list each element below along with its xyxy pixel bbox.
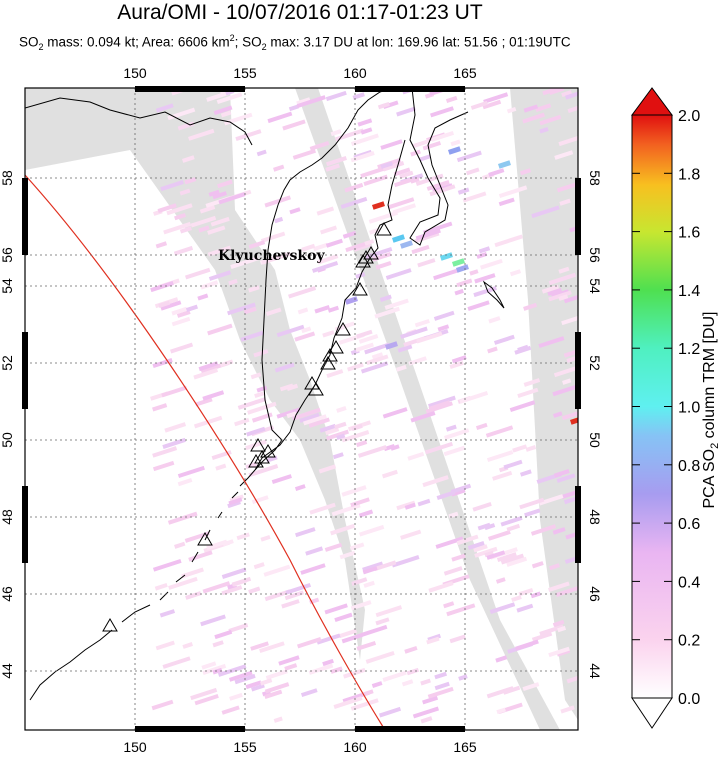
lon-ticks-top: 150 155 160 165 [123,65,477,81]
lat-tick-label: 56 [0,247,15,263]
volcano-triangle-icon [335,322,351,336]
colorbar: 2.0 1.8 1.6 1.4 1.2 1.0 0.8 0.6 0.4 0.2 0.0 PCA SO… [631,87,721,729]
lat-tick-label: 54 [587,278,603,294]
lat-tick-label: 44 [587,663,603,679]
colorbar-max-arrow [631,87,673,116]
no-data-swath-east [510,88,578,720]
lat-tick-label: 46 [587,586,603,602]
swath-edge-line [25,174,386,730]
volcano-label: Klyuchevskoy [218,248,325,264]
lon-tick-label: 160 [343,739,367,755]
bering-island [482,280,505,309]
lon-tick-label: 165 [453,739,477,755]
colorbar-tick-label: 0.6 [678,516,700,533]
colorbar-tick-label: 1.6 [678,225,700,242]
lat-tick-label: 50 [0,432,15,448]
volcano-triangle-icon [250,438,266,452]
lat-tick-label: 46 [0,586,15,602]
map-area: Klyuchevskoy [25,88,578,730]
volcano-markers [102,222,392,632]
volcano-triangle-icon [197,532,213,546]
map-subtitle: SO2 mass: 0.094 kt; Area: 6606 km2; SO2 … [19,33,571,53]
lat-ticks-left: 44 46 48 50 52 54 56 58 [0,170,15,679]
volcano-triangle-icon [352,282,368,296]
koryak-coastline [409,88,469,246]
lon-tick-label: 165 [453,65,477,81]
no-data-region-west [25,88,365,660]
volcano-triangle-icon [260,444,276,458]
lat-tick-label: 58 [587,170,603,186]
volcano-triangle-icon [320,356,336,370]
so2-retrievals [150,88,578,724]
volcano-triangle-icon [355,254,371,268]
volcano-triangle-icon [254,450,270,464]
colorbar-tick-label: 1.0 [678,400,700,417]
colorbar-tick-label: 0.8 [678,458,700,475]
colorbar-tick-label: 0.4 [678,574,700,591]
volcano-triangle-icon [102,618,118,632]
map-gridlines [25,88,578,730]
colorbar-min-arrow [631,697,673,729]
volcano-triangle-icon [328,340,344,354]
lon-tick-label: 155 [233,65,257,81]
lon-tick-label: 155 [233,739,257,755]
volcano-triangle-icon [308,382,324,396]
lat-tick-label: 52 [587,355,603,371]
lat-tick-label: 50 [587,432,603,448]
volcano-triangle-icon [376,222,392,236]
volcano-triangle-icon [358,250,374,264]
colorbar-tick-label: 0.2 [678,633,700,650]
colorbar-tick-label: 1.8 [678,166,700,183]
lat-tick-label: 58 [0,170,15,186]
lat-tick-label: 44 [0,663,15,679]
volcano-triangle-icon [248,454,264,468]
lon-ticks-bottom: 150 155 160 165 [123,739,477,755]
colorbar-tick-label: 1.4 [678,283,700,300]
lat-tick-label: 48 [587,509,603,525]
lat-tick-label: 54 [0,278,15,294]
kuril-islands [29,469,256,701]
frame-scale-bars [22,86,581,732]
colorbar-tick-label: 0.0 [678,691,700,708]
lat-tick-label: 48 [0,509,15,525]
lat-tick-label: 52 [0,355,15,371]
lat-ticks-right: 44 46 48 50 52 54 56 58 [587,170,603,679]
lon-tick-label: 150 [123,65,147,81]
colorbar-tick-label: 1.2 [678,341,700,358]
colorbar-tick-label: 2.0 [678,108,700,125]
map-title: Aura/OMI - 10/07/2016 01:17-01:23 UT [117,1,483,24]
lon-tick-label: 150 [123,739,147,755]
okhotsk-coastline [25,97,253,146]
lon-tick-label: 160 [343,65,367,81]
lat-tick-label: 56 [587,247,603,263]
colorbar-title: PCA SO2 column TRM [DU] [701,312,721,509]
